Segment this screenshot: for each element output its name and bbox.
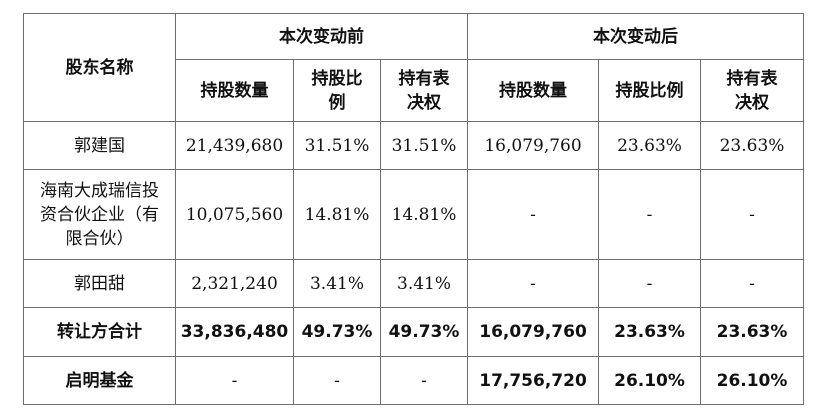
before-shares: -: [175, 356, 294, 405]
after-ratio: 23.63%: [598, 121, 702, 170]
table-row: 郭建国 21,439,680 31.51% 31.51% 16,079,760 …: [23, 121, 805, 170]
after-shares: -: [467, 169, 600, 260]
before-shares-header: 持股数量: [175, 59, 294, 122]
shareholder-name: 启明基金: [23, 356, 176, 405]
before-vote: -: [379, 356, 469, 405]
before-vote: 14.81%: [379, 169, 469, 260]
before-shares: 21,439,680: [175, 121, 294, 170]
header-row-columns: 持股数量 持股比例 持有表决权 持股数量 持股比例 持有表决权: [24, 59, 805, 122]
before-change-header: 本次变动前: [174, 13, 469, 60]
after-vote: 23.63%: [700, 121, 805, 170]
after-shares: -: [467, 259, 600, 308]
after-shares-header: 持股数量: [467, 59, 600, 122]
after-ratio: -: [598, 259, 702, 308]
table-row: 郭田甜 2,321,240 3.41% 3.41% - - -: [23, 259, 805, 308]
after-ratio: -: [598, 169, 702, 260]
before-shares: 33,836,480: [175, 307, 294, 357]
after-vote: -: [700, 169, 805, 260]
table-row: 海南大成瑞信投资合伙企业（有限合伙） 10,075,560 14.81% 14.…: [23, 169, 805, 260]
before-ratio-header: 持股比例: [293, 59, 381, 122]
after-shares: 16,079,760: [467, 121, 600, 170]
header-row-groups: 股东名称 本次变动前 本次变动后: [23, 13, 805, 122]
after-vote-header: 持有表决权: [700, 59, 805, 122]
before-shares: 2,321,240: [175, 259, 294, 308]
shareholder-name: 郭田甜: [23, 259, 176, 308]
after-shares: 16,079,760: [467, 307, 600, 357]
before-ratio: 14.81%: [293, 169, 381, 260]
shareholder-name-header: 股东名称: [23, 13, 176, 122]
before-ratio: 49.73%: [293, 307, 381, 357]
table-row-acquirer: 启明基金 - - - 17,756,720 26.10% 26.10%: [23, 356, 805, 405]
shareholder-name: 郭建国: [23, 121, 176, 170]
after-shares: 17,756,720: [467, 356, 600, 405]
after-ratio-header: 持股比例: [598, 59, 702, 122]
before-ratio: -: [293, 356, 381, 405]
after-vote: -: [700, 259, 805, 308]
after-ratio: 26.10%: [598, 356, 702, 405]
before-shares: 10,075,560: [175, 169, 294, 260]
before-vote-header: 持有表决权: [379, 59, 469, 122]
table-row-subtotal: 转让方合计 33,836,480 49.73% 49.73% 16,079,76…: [23, 307, 805, 357]
shareholding-change-table: 股东名称 本次变动前 本次变动后 持股数量 持股比例 持有表决权 持股数量 持股…: [23, 13, 805, 405]
before-vote: 3.41%: [379, 259, 469, 308]
shareholder-name: 转让方合计: [23, 307, 176, 357]
before-vote: 49.73%: [379, 307, 469, 357]
before-ratio: 31.51%: [293, 121, 381, 170]
after-vote: 23.63%: [700, 307, 805, 357]
before-ratio: 3.41%: [293, 259, 381, 308]
before-vote: 31.51%: [379, 121, 469, 170]
after-ratio: 23.63%: [598, 307, 702, 357]
after-change-header: 本次变动后: [467, 13, 805, 60]
after-vote: 26.10%: [700, 356, 805, 405]
shareholder-name: 海南大成瑞信投资合伙企业（有限合伙）: [23, 169, 176, 260]
